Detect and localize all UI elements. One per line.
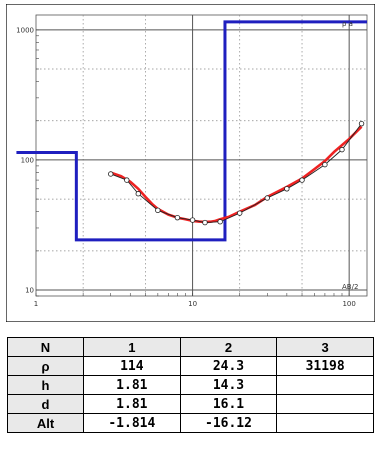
table-row-alt: Alt -1.814 -16.12 <box>7 413 374 433</box>
row-label-d: d <box>7 394 84 414</box>
data-point <box>217 219 223 225</box>
layer-model-line <box>16 20 367 242</box>
data-point <box>155 207 161 214</box>
table-cell[interactable]: 31198 <box>276 356 374 376</box>
rho-annotation: ρ a <box>342 20 353 28</box>
table-cell[interactable]: 114 <box>83 356 181 376</box>
table-row-rho: ρ 114 24.3 31198 <box>7 356 374 376</box>
layer-table: N 1 2 3 ρ 114 24.3 31198 h 1.81 14.3 d 1… <box>7 337 374 433</box>
data-point <box>202 219 208 226</box>
data-point <box>264 195 270 201</box>
data-point <box>284 186 290 192</box>
data-point <box>322 161 328 168</box>
table-row-h: h 1.81 14.3 <box>7 375 374 395</box>
header-layer-3: 3 <box>276 337 374 357</box>
y-tick-label: 1000 <box>16 26 34 34</box>
data-point <box>358 120 365 127</box>
layer-parameters-table: N 1 2 3 ρ 114 24.3 31198 h 1.81 14.3 d 1… <box>7 337 374 433</box>
row-label-rho: ρ <box>7 356 84 376</box>
data-point <box>339 146 345 153</box>
table-cell[interactable]: 1.81 <box>83 375 181 395</box>
table-cell[interactable] <box>276 413 374 433</box>
data-point <box>299 177 305 183</box>
table-cell[interactable]: 14.3 <box>179 375 278 395</box>
table-cell[interactable]: -1.814 <box>83 413 181 433</box>
header-layer-2: 2 <box>179 337 278 357</box>
data-point <box>237 210 243 216</box>
fitted-curve-line <box>110 125 363 224</box>
data-point <box>108 171 114 177</box>
row-label-h: h <box>7 375 84 395</box>
data-point <box>135 191 141 197</box>
plot-area <box>35 14 368 297</box>
table-cell[interactable]: -16.12 <box>179 413 278 433</box>
table-header-row: N 1 2 3 <box>7 337 374 357</box>
table-cell[interactable]: 24.3 <box>179 356 278 376</box>
x-tick-label: 1 <box>34 300 38 308</box>
table-cell[interactable]: 1.81 <box>83 394 181 414</box>
data-point <box>189 217 196 223</box>
header-layer-1: 1 <box>83 337 181 357</box>
row-label-alt: Alt <box>7 413 84 433</box>
grid <box>36 15 367 296</box>
x-tick-label: 10 <box>188 300 197 308</box>
series-group <box>16 20 367 242</box>
table-cell[interactable] <box>276 394 374 414</box>
table-row-d: d 1.81 16.1 <box>7 394 374 414</box>
y-tick-label: 10 <box>25 287 34 295</box>
y-tick-label: 100 <box>21 156 34 164</box>
x-tick-label: 100 <box>342 300 355 308</box>
header-n: N <box>7 337 84 357</box>
ab2-annotation: AB/2 <box>342 283 358 291</box>
sounding-chart: 1 10 100 10 100 1000 ρ a AB/2 <box>6 4 375 322</box>
table-cell[interactable]: 16.1 <box>179 394 278 414</box>
data-point <box>124 177 130 183</box>
table-cell[interactable] <box>276 375 374 395</box>
data-point <box>174 214 181 221</box>
